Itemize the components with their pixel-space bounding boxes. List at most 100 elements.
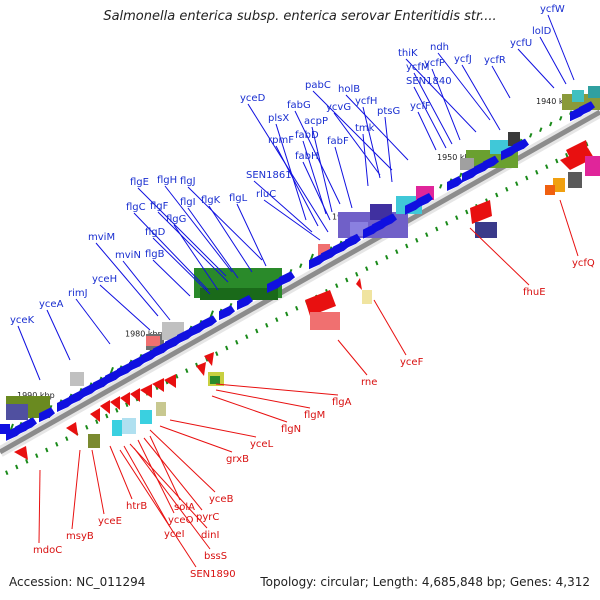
- gene-label-ycfj[interactable]: ycfJ: [454, 54, 472, 65]
- gene-label-ycvg[interactable]: ycvG: [326, 102, 351, 113]
- forward-gene-arrow[interactable]: [279, 271, 295, 287]
- gene-label-rpmf[interactable]: rpmF: [268, 135, 294, 146]
- gene-label-thik[interactable]: thiK: [398, 48, 418, 59]
- forward-gene-arrow[interactable]: [237, 295, 253, 310]
- forward-gene-arrow[interactable]: [219, 305, 235, 321]
- gene-label-flge[interactable]: flgE: [130, 177, 149, 188]
- gene-label-holb[interactable]: holB: [338, 84, 360, 95]
- forward-gene-arrow[interactable]: [117, 363, 133, 378]
- gene-label-ycee[interactable]: yceE: [98, 516, 122, 527]
- gene-label-sen1861[interactable]: SEN1861: [246, 170, 292, 181]
- forward-gene-arrow[interactable]: [57, 397, 73, 412]
- gene-label-fabh[interactable]: fabH: [295, 151, 319, 162]
- forward-gene-arrows[interactable]: [6, 101, 595, 441]
- forward-gene-arrow[interactable]: [105, 369, 121, 385]
- gene-label-flgc[interactable]: flgC: [126, 202, 146, 213]
- gene-label-msyb[interactable]: msyB: [66, 531, 94, 542]
- gene-label-flgd[interactable]: flgD: [145, 227, 166, 238]
- gene-label-flgk[interactable]: flgK: [201, 195, 221, 206]
- gene-label-pabc[interactable]: pabC: [305, 80, 331, 91]
- gene-label-flgm[interactable]: flgM: [304, 410, 325, 421]
- gene-label-flgl[interactable]: flgL: [229, 193, 248, 204]
- gene-label-ycea[interactable]: yceA: [39, 299, 64, 310]
- forward-gene-arrow[interactable]: [447, 176, 463, 191]
- forward-gene-arrow[interactable]: [570, 106, 586, 122]
- gene-label-flgi[interactable]: flgI: [180, 197, 196, 208]
- gene-label-sen1890[interactable]: SEN1890: [190, 569, 236, 580]
- forward-gene-arrow[interactable]: [81, 383, 97, 399]
- forward-gene-arrow[interactable]: [513, 138, 529, 154]
- gene-label-sola[interactable]: solA: [174, 502, 195, 513]
- forward-gene-arrow[interactable]: [6, 425, 22, 441]
- gene-label-ycef[interactable]: yceF: [400, 357, 424, 368]
- gene-label-plsx[interactable]: plsX: [268, 113, 289, 124]
- gene-label-ptsg[interactable]: ptsG: [377, 106, 400, 117]
- gene-label-ycek[interactable]: yceK: [10, 315, 35, 326]
- gene-label-mvin[interactable]: mviN: [115, 250, 141, 261]
- reverse-strand-features[interactable]: [14, 140, 600, 460]
- gene-label-bsss[interactable]: bssS: [204, 551, 227, 562]
- gene-label-ycfh[interactable]: ycfH: [355, 96, 377, 107]
- forward-gene-arrow[interactable]: [405, 199, 421, 215]
- forward-gene-arrow[interactable]: [474, 160, 490, 176]
- forward-gene-arrow[interactable]: [189, 322, 205, 338]
- gene-label-lold[interactable]: lolD: [532, 26, 552, 37]
- gene-label-rne[interactable]: rne: [361, 377, 377, 388]
- gene-label-ycfr[interactable]: ycfR: [484, 55, 506, 66]
- gene-label-ycff[interactable]: ycfF: [410, 101, 431, 112]
- gene-label-fhue[interactable]: fhuE: [523, 287, 546, 298]
- gene-label-sen1840[interactable]: SEN1840: [406, 76, 452, 87]
- gene-label-fabf[interactable]: fabF: [327, 136, 349, 147]
- gene-label-grxb[interactable]: grxB: [226, 454, 249, 465]
- gene-label-flgn[interactable]: flgN: [281, 424, 301, 435]
- gene-label-ycfw[interactable]: ycfW: [540, 4, 565, 15]
- gene-label-flgf[interactable]: flgF: [150, 201, 169, 212]
- forward-gene-arrow[interactable]: [165, 335, 181, 351]
- gene-label-mvim[interactable]: mviM: [88, 232, 115, 243]
- gene-label-rimj[interactable]: rimJ: [68, 288, 88, 299]
- forward-gene-arrow[interactable]: [141, 349, 157, 365]
- gene-label-acpp[interactable]: acpP: [304, 116, 328, 127]
- forward-gene-arrow[interactable]: [93, 376, 109, 392]
- gene-label-htrb[interactable]: htrB: [126, 501, 147, 512]
- gene-label-ycfq[interactable]: ycfQ: [572, 258, 595, 269]
- forward-gene-arrow[interactable]: [39, 407, 55, 423]
- forward-gene-arrow[interactable]: [309, 254, 325, 270]
- gene-label-pyrc[interactable]: pyrC: [196, 512, 219, 523]
- gene-label-ycel[interactable]: yceL: [250, 439, 274, 450]
- gene-label-flga[interactable]: flgA: [332, 397, 352, 408]
- forward-gene-arrow[interactable]: [345, 233, 361, 249]
- forward-gene-arrow[interactable]: [501, 145, 517, 161]
- gene-label-fabd[interactable]: fabD: [295, 130, 319, 141]
- gene-label-ycei[interactable]: yceI: [164, 529, 185, 540]
- gene-label-flgg[interactable]: flgG: [166, 214, 186, 225]
- gene-label-yceh[interactable]: yceH: [92, 274, 117, 285]
- gene-label-flgh[interactable]: flgH: [157, 175, 177, 186]
- forward-gene-arrow[interactable]: [69, 390, 85, 406]
- gene-label-flgb[interactable]: flgB: [145, 249, 165, 260]
- forward-gene-arrow[interactable]: [267, 278, 283, 293]
- forward-gene-arrow[interactable]: [363, 223, 379, 239]
- gene-label-flgj[interactable]: flgJ: [180, 176, 196, 187]
- gene-label-yceb[interactable]: yceB: [209, 494, 234, 505]
- gene-label-rluc[interactable]: rluC: [256, 189, 276, 200]
- forward-gene-arrow[interactable]: [321, 247, 337, 263]
- gene-label-dini[interactable]: dinI: [201, 530, 219, 541]
- gene-label-ndh[interactable]: ndh: [430, 42, 449, 53]
- forward-gene-arrow[interactable]: [129, 356, 145, 372]
- forward-gene-arrow[interactable]: [333, 240, 349, 256]
- gene-label-yced[interactable]: yceD: [240, 93, 266, 104]
- forward-gene-arrow[interactable]: [417, 193, 433, 208]
- gene-label-ycfu[interactable]: ycfU: [510, 38, 532, 49]
- forward-gene-arrow[interactable]: [201, 315, 217, 331]
- forward-gene-arrow[interactable]: [153, 342, 169, 358]
- gene-label-ycfm[interactable]: ycfM: [406, 62, 430, 73]
- gene-label-fabg[interactable]: fabG: [287, 100, 311, 111]
- forward-gene-arrow[interactable]: [462, 167, 478, 183]
- gene-label-yceo[interactable]: yceO: [168, 515, 194, 526]
- gene-label-tmk[interactable]: tmk: [355, 123, 375, 134]
- gene-label-mdoc[interactable]: mdoC: [33, 545, 62, 556]
- gene-label-ycfp[interactable]: ycfP: [424, 58, 445, 69]
- forward-gene-arrow[interactable]: [177, 329, 193, 344]
